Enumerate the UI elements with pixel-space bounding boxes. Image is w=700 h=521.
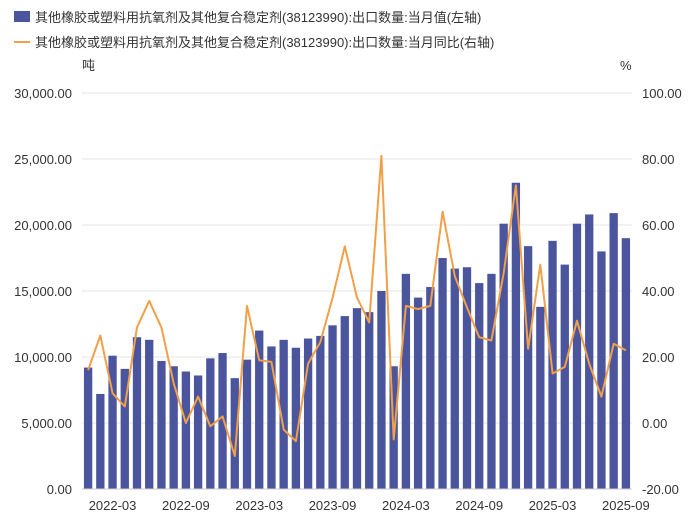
x-axis: 2022-03 2022-09 2023-03 2023-09 2024-03 2024-… (82, 489, 650, 513)
bar (316, 336, 324, 489)
right-tick-label: 40.00 (642, 284, 675, 299)
bar (414, 298, 422, 489)
bar (96, 394, 104, 489)
x-tick-label: 2025-03 (529, 498, 577, 513)
bar (267, 346, 275, 489)
right-tick-label: 60.00 (642, 218, 675, 233)
left-tick-label: 5,000.00 (21, 416, 72, 431)
left-unit-label: 吨 (82, 58, 95, 73)
bar (304, 339, 312, 489)
bar (145, 340, 153, 489)
bar (84, 368, 92, 489)
left-axis: 0.00 5,000.00 10,000.00 15,000.00 20,000.00 2… (14, 86, 72, 497)
x-tick-label: 2025-09 (602, 498, 650, 513)
bar (341, 316, 349, 489)
bar (561, 265, 569, 489)
right-axis: -20.00 0.00 20.00 40.00 60.00 80.00 100.00 (642, 86, 682, 497)
right-unit-label: % (620, 58, 632, 73)
bar (426, 287, 434, 489)
bar (610, 213, 618, 489)
bar (475, 283, 483, 489)
bar (573, 224, 581, 489)
bar (157, 361, 165, 489)
bar (218, 353, 226, 489)
x-tick-label: 2024-09 (455, 498, 503, 513)
right-tick-label: 100.00 (642, 86, 682, 101)
x-tick-label: 2023-09 (309, 498, 357, 513)
bar (500, 224, 508, 489)
legend-bar-swatch (14, 11, 30, 22)
left-tick-label: 20,000.00 (14, 218, 72, 233)
left-tick-label: 10,000.00 (14, 350, 72, 365)
left-tick-label: 30,000.00 (14, 86, 72, 101)
bar (597, 251, 605, 489)
bar (536, 307, 544, 489)
x-tick-label: 2022-03 (89, 498, 137, 513)
bar (231, 378, 239, 489)
right-tick-label: 0.00 (642, 416, 667, 431)
left-tick-label: 0.00 (47, 482, 72, 497)
bar (377, 291, 385, 489)
bar (353, 308, 361, 489)
bar (487, 274, 495, 489)
left-tick-label: 25,000.00 (14, 152, 72, 167)
bar (133, 337, 141, 489)
bar (243, 360, 251, 489)
right-tick-label: -20.00 (642, 482, 679, 497)
bar (451, 269, 459, 489)
bar (194, 375, 202, 489)
bar (255, 331, 263, 489)
legend-line-label: 其他橡胶或塑料用抗氧剂及其他复合稳定剂(38123990):出口数量:当月同比(… (35, 35, 494, 50)
bar (622, 238, 630, 489)
bar (328, 325, 336, 489)
x-tick-label: 2022-09 (162, 498, 210, 513)
bar (524, 246, 532, 489)
legend: 其他橡胶或塑料用抗氧剂及其他复合稳定剂(38123990):出口数量:当月值(左… (14, 10, 494, 50)
right-tick-label: 20.00 (642, 350, 675, 365)
bar (438, 258, 446, 489)
legend-bar-label: 其他橡胶或塑料用抗氧剂及其他复合稳定剂(38123990):出口数量:当月值(左… (35, 10, 481, 25)
right-tick-label: 80.00 (642, 152, 675, 167)
bar (182, 372, 190, 489)
x-tick-label: 2024-03 (382, 498, 430, 513)
left-tick-label: 15,000.00 (14, 284, 72, 299)
x-tick-label: 2023-03 (235, 498, 283, 513)
bar (365, 312, 373, 489)
